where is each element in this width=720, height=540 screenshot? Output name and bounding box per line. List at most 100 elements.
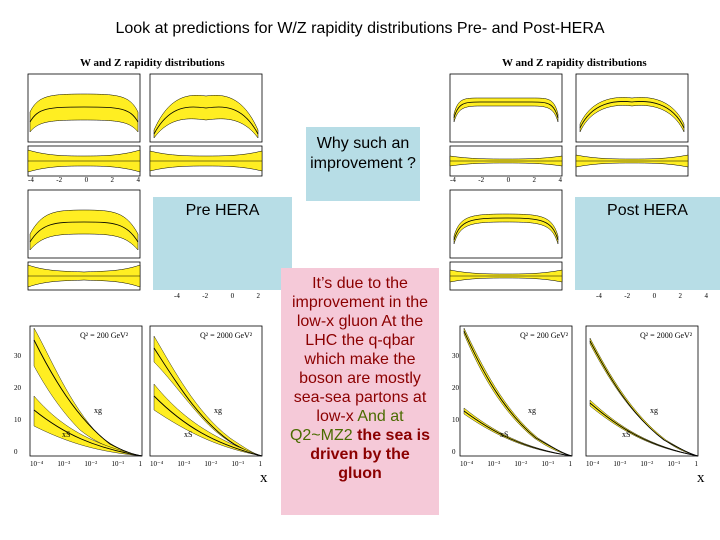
tick-label: -4 bbox=[596, 292, 602, 300]
post-hera-label-box: Post HERA bbox=[575, 197, 720, 290]
tick-label: -4 bbox=[174, 292, 180, 300]
answer-text-block: It’s due to the improvement in the low-x… bbox=[281, 268, 439, 483]
tick-label: 2 bbox=[256, 292, 261, 300]
tick-label: 10⁻² bbox=[204, 460, 218, 468]
left-ratio-z bbox=[27, 261, 141, 291]
right-rapidity-panels bbox=[449, 73, 689, 291]
tick-label: 10⁻³ bbox=[57, 460, 71, 468]
left-pdf-x-ticks: 10⁻⁴ 10⁻³ 10⁻² 10⁻¹ 1 bbox=[30, 460, 142, 468]
right-top-x-ticks: -4 -2 0 2 4 bbox=[450, 176, 562, 184]
left-rapidity-panels bbox=[27, 73, 263, 291]
right-panel-w-minus bbox=[575, 73, 689, 143]
slide-title: Look at predictions for W/Z rapidity dis… bbox=[115, 20, 605, 37]
tick-label: 10⁻⁴ bbox=[30, 460, 44, 468]
right-pdf-x-ticks-2: 10⁻⁴ 10⁻³ 10⁻² 10⁻¹ 1 bbox=[586, 460, 698, 468]
left-bottom-x-ticks: -4 -2 0 2 4 bbox=[174, 292, 286, 300]
tick-label: 10⁻² bbox=[640, 460, 654, 468]
left-xg-label-2: xg bbox=[214, 406, 222, 415]
right-pdf-q2-200 bbox=[459, 325, 573, 457]
right-ratio-z bbox=[449, 261, 563, 291]
tick-label: 2 bbox=[532, 176, 537, 184]
left-top-x-ticks: -4 -2 0 2 4 bbox=[28, 176, 140, 184]
right-panel-z bbox=[449, 189, 563, 259]
left-pdf-q2-2000 bbox=[149, 325, 263, 457]
left-ratio-w-plus bbox=[27, 145, 141, 177]
right-q2-2000-label: Q² = 2000 GeV² bbox=[640, 331, 693, 340]
right-pdf-x-ticks: 10⁻⁴ 10⁻³ 10⁻² 10⁻¹ 1 bbox=[460, 460, 572, 468]
tick-label: 0 bbox=[230, 292, 235, 300]
answer-callout: It’s due to the improvement in the low-x… bbox=[281, 268, 439, 515]
tick-label: 1 bbox=[694, 460, 698, 468]
tick-label: 2 bbox=[678, 292, 683, 300]
left-pdf-y-ticks: 30 20 10 0 bbox=[14, 352, 21, 456]
post-hera-label: Post HERA bbox=[607, 202, 688, 219]
right-xg-label: xg bbox=[528, 406, 536, 415]
pre-hera-label: Pre HERA bbox=[185, 202, 260, 219]
tick-label: -2 bbox=[202, 292, 209, 300]
left-pdf-q2-200 bbox=[29, 325, 143, 457]
left-xs-label-2: xS bbox=[184, 430, 193, 439]
right-xs-label: xS bbox=[500, 430, 509, 439]
left-ratio-w-minus bbox=[149, 145, 263, 177]
right-xs-label-2: xS bbox=[622, 430, 631, 439]
tick-label: 30 bbox=[452, 352, 459, 360]
right-figure-heading: W and Z rapidity distributions bbox=[502, 57, 647, 69]
right-q2-200-label: Q² = 200 GeV² bbox=[520, 331, 569, 340]
right-pdf-y-ticks: 30 20 10 0 bbox=[452, 352, 459, 456]
question-text: Why such an improvement ? bbox=[310, 135, 416, 172]
tick-label: 10⁻³ bbox=[613, 460, 627, 468]
left-pdf-panels bbox=[29, 325, 263, 457]
tick-label: 10⁻² bbox=[514, 460, 528, 468]
tick-label: -2 bbox=[56, 176, 63, 184]
tick-label: 10⁻¹ bbox=[231, 460, 245, 468]
tick-label: -4 bbox=[28, 176, 34, 184]
tick-label: 10⁻¹ bbox=[667, 460, 681, 468]
tick-label: 10⁻¹ bbox=[111, 460, 125, 468]
answer-green-text: And at Q2~MZ2 bbox=[289, 408, 404, 444]
left-pdf-x-ticks-2: 10⁻⁴ 10⁻³ 10⁻² 10⁻¹ 1 bbox=[150, 460, 262, 468]
tick-label: 10⁻⁴ bbox=[460, 460, 474, 468]
left-q2-200-label: Q² = 200 GeV² bbox=[80, 331, 129, 340]
right-bottom-x-ticks: -4 -2 0 2 4 bbox=[596, 292, 708, 300]
question-callout: Why such an improvement ? bbox=[306, 127, 420, 201]
answer-bold-text: the sea is driven by the gluon bbox=[310, 427, 431, 482]
right-x-axis-label: x bbox=[697, 470, 705, 486]
tick-label: 0 bbox=[506, 176, 511, 184]
left-panel-w-minus bbox=[149, 73, 263, 143]
tick-label: 20 bbox=[14, 384, 21, 392]
left-figure-heading: W and Z rapidity distributions bbox=[80, 57, 225, 69]
left-xs-label: xS bbox=[62, 430, 71, 439]
left-x-axis-label: x bbox=[260, 470, 268, 486]
tick-label: -2 bbox=[478, 176, 485, 184]
tick-label: 1 bbox=[138, 460, 142, 468]
tick-label: 10 bbox=[14, 416, 21, 424]
left-xg-label: xg bbox=[94, 406, 102, 415]
tick-label: -4 bbox=[450, 176, 456, 184]
left-panel-z bbox=[27, 189, 141, 259]
right-pdf-panels bbox=[459, 325, 699, 457]
tick-label: 0 bbox=[14, 448, 18, 456]
tick-label: 10⁻² bbox=[84, 460, 98, 468]
tick-label: 4 bbox=[558, 176, 563, 184]
tick-label: 1 bbox=[258, 460, 262, 468]
pre-hera-label-box: Pre HERA bbox=[153, 197, 292, 290]
tick-label: 4 bbox=[136, 176, 141, 184]
answer-red-text: It’s due to the improvement in the low-x… bbox=[291, 275, 429, 425]
tick-label: 10⁻⁴ bbox=[586, 460, 600, 468]
tick-label: 10⁻³ bbox=[487, 460, 501, 468]
right-ratio-w-minus bbox=[575, 145, 689, 177]
tick-label: 10 bbox=[452, 416, 459, 424]
right-panel-w-plus bbox=[449, 73, 563, 143]
tick-label: 0 bbox=[652, 292, 657, 300]
left-panel-w-plus bbox=[27, 73, 141, 143]
tick-label: 0 bbox=[452, 448, 456, 456]
tick-label: 0 bbox=[84, 176, 89, 184]
right-pdf-q2-2000 bbox=[585, 325, 699, 457]
left-q2-2000-label: Q² = 2000 GeV² bbox=[200, 331, 253, 340]
tick-label: 30 bbox=[14, 352, 21, 360]
tick-label: 10⁻³ bbox=[177, 460, 191, 468]
right-xg-label-2: xg bbox=[650, 406, 658, 415]
tick-label: 20 bbox=[452, 384, 459, 392]
tick-label: 1 bbox=[568, 460, 572, 468]
tick-label: 10⁻⁴ bbox=[150, 460, 164, 468]
